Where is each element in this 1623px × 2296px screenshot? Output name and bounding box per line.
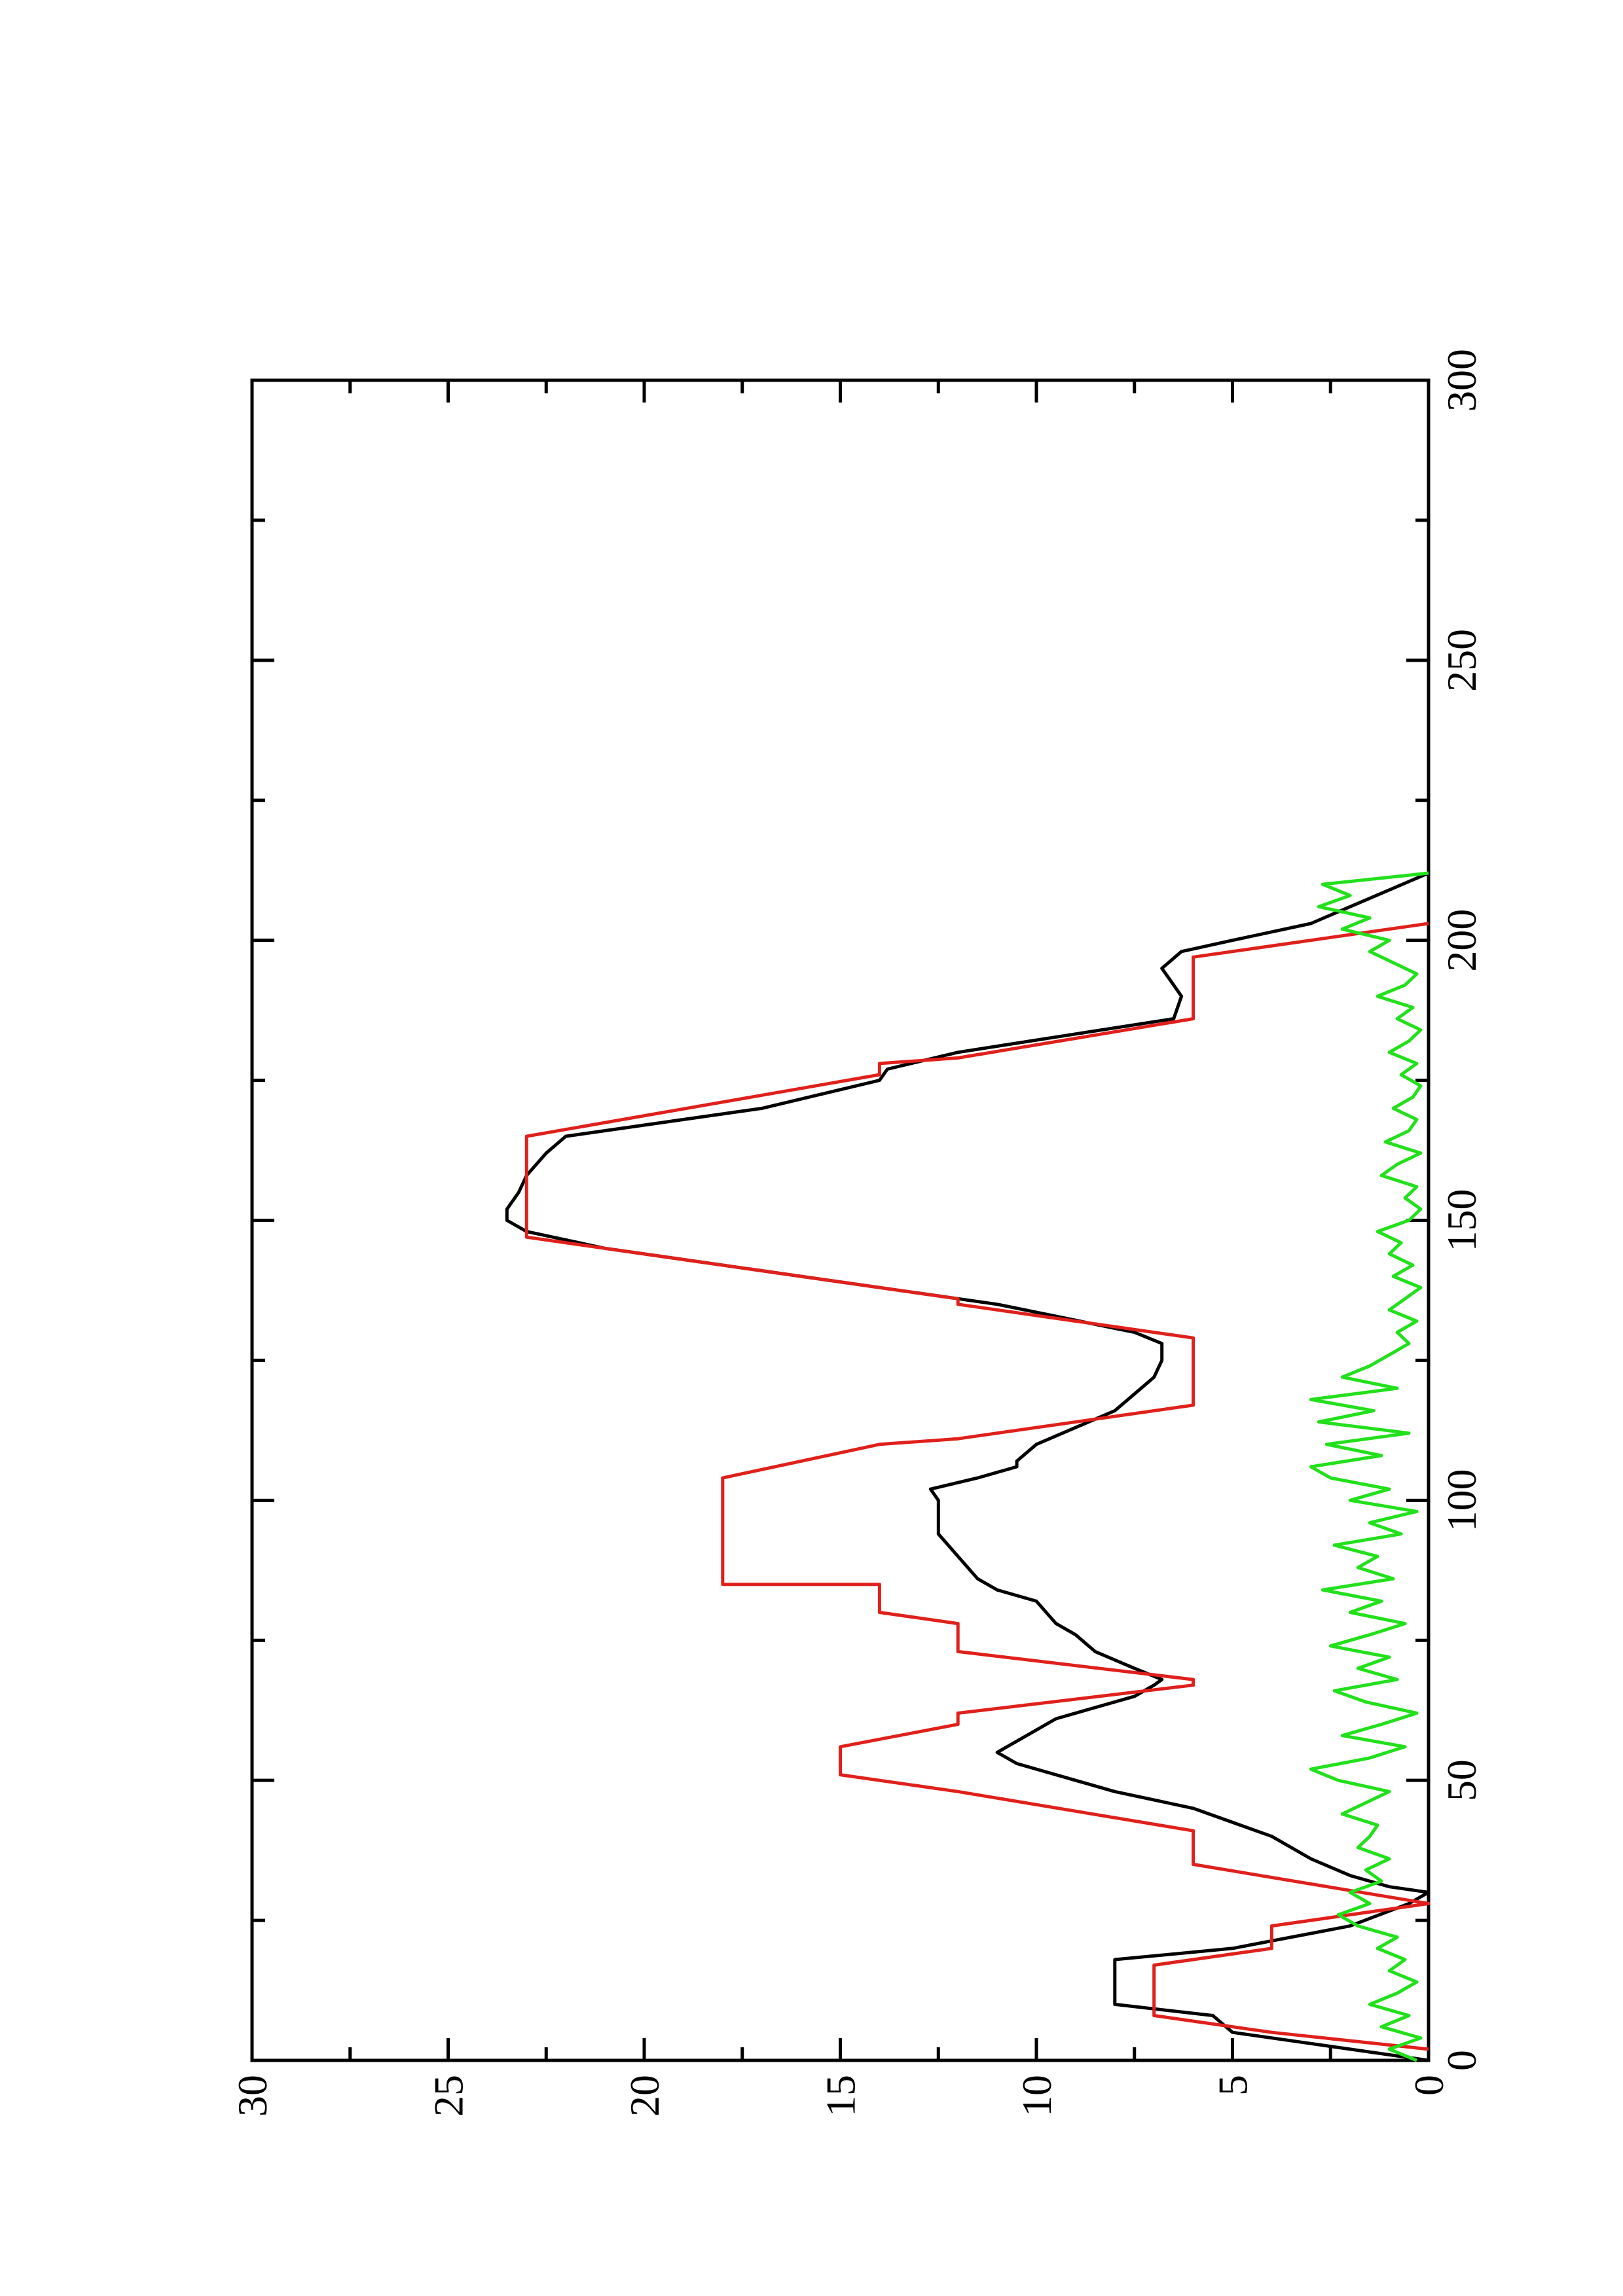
y-tick-label: 30: [229, 2075, 276, 2117]
x-tick-label: 250: [1438, 629, 1485, 692]
x-tick-label: 100: [1438, 1469, 1485, 1532]
plot-frame: [250, 378, 1431, 2062]
y-tick-label: 20: [621, 2075, 668, 2117]
x-tick-label: 50: [1438, 1759, 1485, 1801]
series-line: [524, 922, 1431, 2051]
y-tick-label: 10: [1013, 2075, 1060, 2117]
series-line: [1309, 871, 1429, 2062]
y-tick-label: 0: [1406, 2075, 1452, 2096]
y-tick-label: 15: [818, 2075, 864, 2117]
x-tick-label: 150: [1438, 1189, 1485, 1252]
rotated-plot: 0 50 100 150 200 250 300 0 5 10 15 20 25 30: [229, 349, 1485, 2117]
x-tick-label: 200: [1438, 909, 1485, 972]
x-tick-label: 0: [1438, 2050, 1485, 2071]
x-tick-label: 300: [1438, 349, 1485, 412]
series-line: [505, 871, 1431, 2062]
y-tick-label: 25: [426, 2075, 472, 2117]
y-tick-label: 5: [1210, 2075, 1256, 2096]
